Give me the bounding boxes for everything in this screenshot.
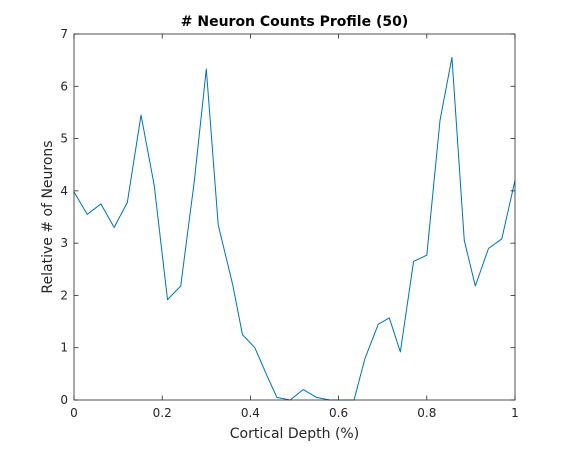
- x-tick-label: 0.8: [417, 406, 436, 420]
- plot-frame: [73, 33, 516, 401]
- y-tick-label: 3: [60, 236, 68, 250]
- chart-title: # Neuron Counts Profile (50): [181, 14, 408, 30]
- x-tick-label: 0: [70, 406, 78, 420]
- x-tick-label: 0.4: [241, 406, 260, 420]
- y-tick-label: 5: [60, 132, 68, 146]
- x-tick-label: 0.2: [153, 406, 172, 420]
- y-tick-label: 7: [60, 27, 68, 41]
- plot-area: [74, 34, 515, 400]
- x-tick-label: 0.6: [329, 406, 348, 420]
- y-tick-label: 6: [60, 79, 68, 93]
- tick-labels-layer: 0 0.2 0.4 0.6 0.8 1 0 1 2 3 4 5 6 7: [60, 27, 518, 420]
- series-line: [73, 57, 516, 401]
- x-axis-label: Cortical Depth (%): [230, 426, 359, 442]
- x-tick-label: 1: [511, 406, 519, 420]
- y-tick-label: 2: [60, 288, 68, 302]
- series-layer: [73, 57, 516, 401]
- y-axis-label: Relative # of Neurons: [40, 140, 56, 293]
- y-tick-label: 0: [60, 393, 68, 407]
- ticks-layer: [73, 33, 516, 401]
- y-tick-label: 1: [60, 341, 68, 355]
- y-tick-label: 4: [60, 184, 68, 198]
